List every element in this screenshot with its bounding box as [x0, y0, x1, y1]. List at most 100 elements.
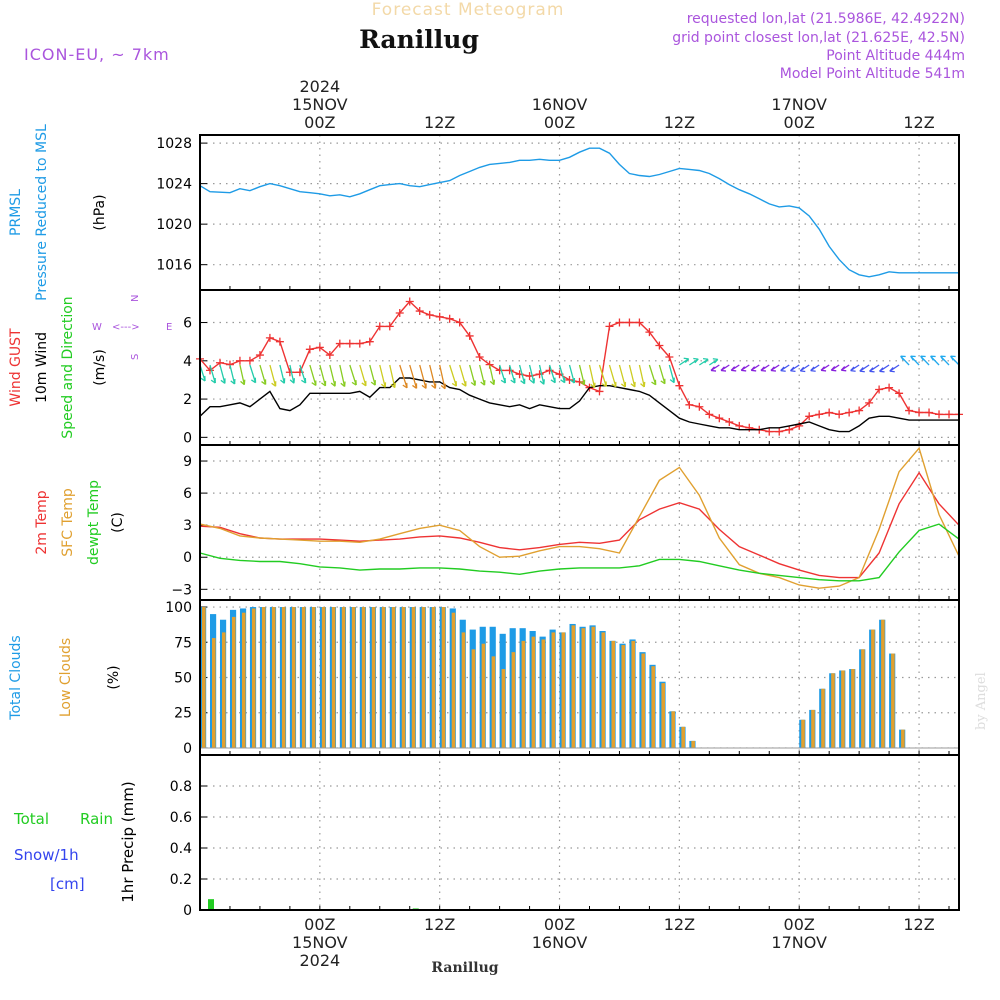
wind-arrow-head — [710, 366, 717, 372]
low-cloud-bar — [891, 653, 895, 748]
low-cloud-bar — [811, 709, 815, 748]
y-tick-label: 0 — [183, 550, 192, 566]
wind-arrow-head — [620, 381, 627, 388]
wind-direction-arrow — [648, 364, 657, 385]
wind-direction-arrow — [469, 364, 476, 386]
panel-label: Low Clouds — [58, 638, 74, 717]
wind-direction-arrow — [508, 364, 516, 384]
low-cloud-bar — [511, 652, 516, 748]
panel-label: Speed and Direction — [60, 296, 76, 438]
y-tick-label: 1024 — [156, 177, 192, 193]
gust-marker — [545, 366, 554, 375]
top-time-label: 12Z — [903, 113, 934, 132]
wind-arrow-head — [790, 366, 796, 373]
wind-direction-arrow — [239, 364, 245, 385]
gust-marker — [775, 427, 784, 436]
low-cloud-bar — [451, 612, 456, 748]
low-cloud-bar — [601, 632, 606, 748]
gust-marker — [785, 425, 794, 434]
wind-arrow-head — [910, 355, 916, 361]
top-day-label: 16NOV — [532, 95, 588, 114]
wind-arrow-head — [730, 366, 737, 372]
low-cloud-bar — [321, 607, 326, 748]
wind-arrow-head — [480, 380, 486, 386]
gust-marker — [505, 366, 514, 375]
footer-location: Ranillug — [431, 960, 498, 976]
gust-marker — [795, 421, 804, 430]
low-cloud-bar — [681, 726, 685, 748]
wind-arrow-head — [669, 377, 675, 384]
gust-marker — [895, 389, 904, 398]
bottom-day-label: 15NOV — [292, 933, 348, 952]
wind-arrow-head — [351, 380, 357, 386]
wind-direction-arrow — [229, 364, 236, 385]
wind-arrow-head — [489, 379, 496, 386]
y-tick-label: 0.6 — [170, 810, 192, 826]
compass-w: W — [92, 322, 102, 333]
wind-arrow-head — [550, 377, 556, 384]
y-tick-label: 3 — [183, 518, 192, 534]
low-cloud-bar — [671, 711, 675, 748]
low-cloud-bar — [541, 639, 546, 748]
bottom-day-label: 17NOV — [771, 933, 827, 952]
low-cloud-bar — [441, 607, 446, 748]
y-tick-label: 1016 — [156, 258, 192, 274]
wind-arrow-head — [712, 358, 719, 364]
gust-marker — [445, 314, 454, 323]
wind-direction-arrow — [359, 364, 367, 387]
low-cloud-bar — [581, 628, 586, 748]
wind-arrow-head — [630, 381, 636, 388]
model-altitude: Model Point Altitude 541m — [780, 66, 965, 82]
wind-direction-arrow — [588, 364, 596, 388]
low-cloud-bar — [621, 645, 626, 748]
wind-direction-arrow — [349, 364, 357, 386]
low-cloud-bar — [821, 688, 825, 748]
wind-arrow-head — [340, 381, 346, 388]
gust-marker — [615, 318, 624, 327]
wind-direction-arrow — [479, 364, 486, 386]
y-tick-label: 0.2 — [170, 872, 192, 888]
wind-arrow-head — [431, 383, 437, 389]
wind-arrow-head — [520, 378, 526, 385]
gust-marker — [845, 408, 854, 417]
wind-direction-arrow — [628, 364, 636, 388]
gust-marker — [305, 345, 314, 354]
wind-direction-arrow — [249, 364, 257, 383]
gust-marker — [605, 322, 614, 331]
low-cloud-bar — [521, 640, 526, 748]
low-cloud-bar — [351, 607, 356, 748]
wind-arrow-head — [311, 380, 317, 387]
y-tick-label: 1028 — [156, 136, 192, 152]
gust-marker — [475, 352, 484, 361]
panel-label: 2m Temp — [34, 490, 50, 554]
top-time-label: 00Z — [304, 113, 335, 132]
wind-arrow-head — [889, 367, 895, 373]
wind-arrow-head — [230, 378, 236, 385]
wind-direction-arrow — [638, 364, 645, 388]
wind-arrow-head — [601, 381, 607, 388]
wind-arrow-head — [271, 381, 277, 387]
wind-arrow-head — [330, 381, 336, 387]
wind-arrow-head — [740, 366, 747, 372]
wind-direction-arrow — [279, 364, 286, 384]
low-cloud-bar — [241, 612, 246, 748]
gust-marker — [885, 383, 894, 392]
wind-arrow-head — [210, 378, 216, 384]
panel-label: (C) — [110, 512, 126, 533]
wind-direction-arrow — [538, 364, 545, 385]
panel-label: dewpt Temp — [86, 480, 102, 565]
wind-direction-arrow — [289, 364, 295, 384]
low-cloud-bar — [411, 607, 416, 748]
precip-label-total: Total — [13, 810, 49, 828]
compass-s: S — [130, 354, 141, 360]
gust-marker — [945, 410, 954, 419]
panel-pressure: 1016 1020 1024 1028 PRMSL Pressure Reduced to… — [8, 124, 960, 301]
grid-point-coords: grid point closest lon,lat (21.625E, 42.… — [672, 30, 965, 46]
wind-arrow-head — [440, 383, 447, 390]
rain-bar — [207, 899, 214, 910]
wind-arrow-head — [451, 381, 458, 387]
low-cloud-bar — [251, 608, 256, 748]
low-cloud-bar — [801, 719, 805, 748]
